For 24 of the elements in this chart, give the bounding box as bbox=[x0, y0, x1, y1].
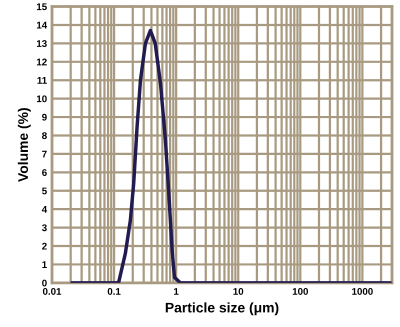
y-tick-label: 8 bbox=[42, 132, 47, 140]
y-tick-label: 1 bbox=[42, 261, 47, 268]
y-tick-label: 6 bbox=[42, 169, 47, 176]
y-tick-label: 2 bbox=[42, 242, 47, 250]
y-tick-label: 9 bbox=[42, 114, 47, 121]
y-tick-label: 13 bbox=[36, 40, 47, 48]
y-tick-label: 5 bbox=[42, 188, 47, 194]
y-tick-label: 11 bbox=[37, 77, 47, 84]
x-tick-label: 1000 bbox=[352, 288, 373, 295]
y-tick-label: 14 bbox=[36, 22, 48, 28]
y-tick-label: 10 bbox=[36, 95, 47, 102]
y-tick-label: 15 bbox=[36, 3, 47, 10]
x-tick-label: 0.1 bbox=[108, 288, 121, 295]
y-tick-label: 3 bbox=[42, 224, 47, 232]
x-tick-label: 0.01 bbox=[42, 288, 62, 295]
y-tick-label: 0 bbox=[42, 280, 47, 286]
x-tick-label: 10 bbox=[233, 288, 244, 295]
x-tick-label: 100 bbox=[292, 288, 308, 295]
y-tick-label: 12 bbox=[36, 58, 47, 66]
y-tick-label: 7 bbox=[42, 150, 47, 158]
y-tick-label: 4 bbox=[42, 206, 48, 213]
y-axis-title: Volume (%) bbox=[18, 108, 31, 182]
x-axis-title: Particle size (μm) bbox=[166, 302, 278, 316]
x-tick-label: 1 bbox=[174, 288, 179, 295]
